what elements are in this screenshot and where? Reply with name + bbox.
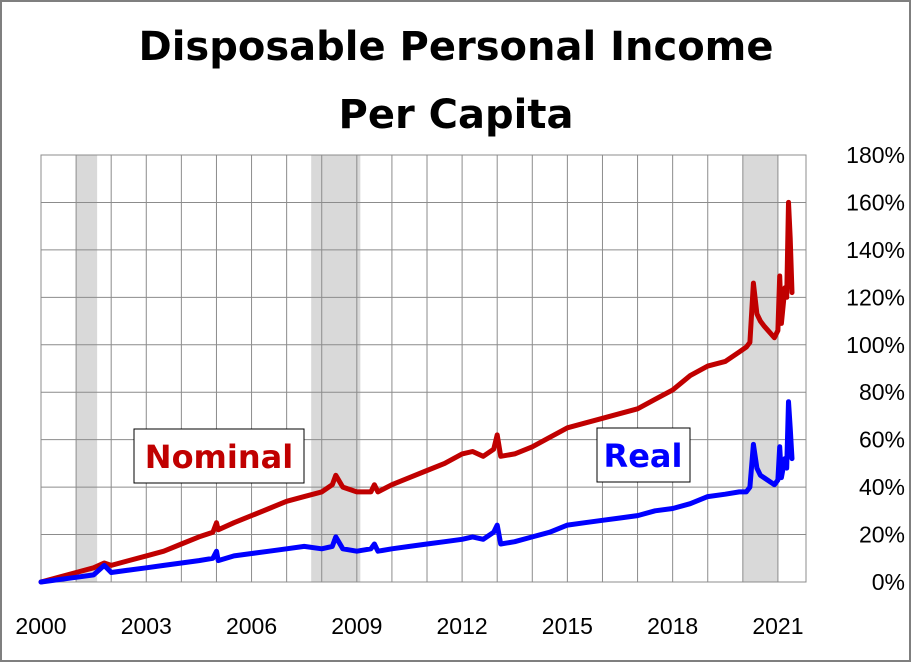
series-line-real [38,399,795,585]
recession-band [76,155,98,582]
real-label-text: Real [604,437,683,475]
x-tick-label: 2021 [752,613,803,639]
y-tick-label: 100% [846,332,905,358]
gridlines [40,154,807,583]
recession-band [311,155,361,582]
chart-title-line-1: Disposable Personal Income [139,24,774,70]
recession-shading [76,155,778,582]
x-tick-label: 2006 [226,613,277,639]
y-tick-label: 180% [846,142,905,168]
x-tick-label: 2003 [121,613,172,639]
nominal-label-box [133,428,305,484]
y-tick-label: 0% [872,569,905,595]
y-tick-label: 40% [859,474,905,500]
series-lines [38,199,795,585]
y-tick-label: 60% [859,427,905,453]
nominal-label-text: Nominal [145,438,293,476]
y-tick-label: 160% [846,189,905,215]
x-axis-tick-labels: 2000 2003 2006 2009 2012 2015 2018 2021 [15,613,803,639]
recession-band [742,155,778,582]
x-tick-label: 2000 [15,613,66,639]
y-axis-tick-labels: 0% 20% 40% 60% 80% 100% 120% 140% 160% 180% [846,142,905,595]
real-label: Real [596,427,691,483]
y-tick-label: 140% [846,237,905,263]
chart-title-line-2: Per Capita [339,92,574,138]
x-tick-label: 2015 [542,613,593,639]
nominal-label: Nominal [133,428,305,484]
y-tick-label: 80% [859,379,905,405]
series-line-nominal [38,199,795,585]
x-tick-label: 2012 [437,613,488,639]
x-tick-label: 2009 [331,613,382,639]
real-label-box [596,427,691,483]
plot-area-border [40,154,807,583]
y-tick-label: 120% [846,284,905,310]
y-tick-label: 20% [859,522,905,548]
x-tick-label: 2018 [647,613,698,639]
